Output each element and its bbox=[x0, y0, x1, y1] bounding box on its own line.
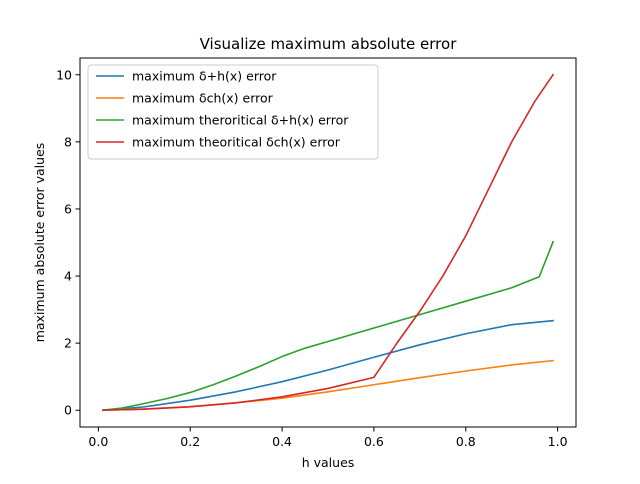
series-line-3 bbox=[102, 240, 555, 412]
series-layer bbox=[102, 73, 555, 412]
legend-label-4: maximum theoritical δch(x) error bbox=[132, 135, 341, 150]
x-tick-label: 1.0 bbox=[548, 434, 568, 449]
plot-frame bbox=[79, 57, 577, 428]
x-axis-label: h values bbox=[302, 455, 355, 470]
series-line-4 bbox=[102, 73, 555, 412]
chart-title: Visualize maximum absolute error bbox=[200, 35, 458, 53]
y-tick-label: 6 bbox=[64, 201, 72, 216]
y-tick-label: 4 bbox=[64, 269, 72, 284]
x-tick-label: 0.8 bbox=[456, 434, 476, 449]
y-axis-label: maximum absolute error values bbox=[32, 143, 47, 343]
legend-label-2: maximum δch(x) error bbox=[132, 91, 274, 106]
legend-label-3: maximum theroritical δ+h(x) error bbox=[132, 113, 349, 128]
x-tick-label: 0.6 bbox=[364, 434, 384, 449]
legend-label-1: maximum δ+h(x) error bbox=[132, 69, 277, 84]
y-tick-label: 2 bbox=[64, 336, 72, 351]
legend-box bbox=[87, 64, 379, 160]
legend: maximum δ+h(x) error maximum δch(x) error… bbox=[87, 64, 379, 160]
y-tick-label: 8 bbox=[64, 134, 72, 149]
series-line-1 bbox=[102, 319, 554, 412]
x-tick-label: 0.4 bbox=[272, 434, 292, 449]
ticks-layer: 0.0 0.2 0.4 0.6 0.8 1.0 0 2 4 6 8 10 bbox=[56, 67, 568, 449]
y-tick-label: 0 bbox=[64, 403, 72, 418]
y-tick-label: 10 bbox=[56, 67, 72, 82]
x-tick-label: 0.0 bbox=[88, 434, 108, 449]
x-tick-label: 0.2 bbox=[180, 434, 200, 449]
